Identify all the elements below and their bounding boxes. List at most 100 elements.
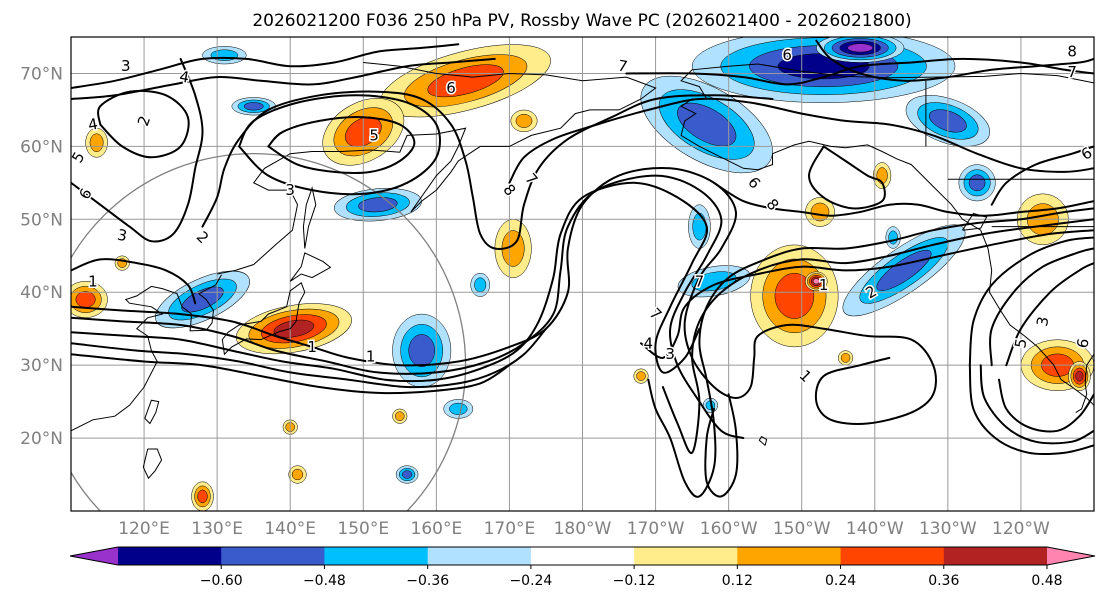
- lon-label: 130°W: [919, 519, 977, 539]
- pv-contour-line: [71, 258, 197, 305]
- pc-anomaly-32: [633, 368, 649, 384]
- pv-contours: [71, 39, 1094, 498]
- pv-contour-line: [998, 378, 1094, 433]
- colorbar-segment: [943, 547, 1048, 565]
- colorbar-tick-label: −0.36: [406, 573, 449, 589]
- pv-contour-line: [968, 364, 1094, 456]
- lon-label: 180°W: [554, 519, 612, 539]
- lon-label: 170°W: [627, 519, 685, 539]
- pc-anomaly-band: [888, 230, 898, 245]
- lon-label: 160°W: [700, 519, 758, 539]
- pc-anomaly-band: [75, 291, 96, 308]
- pv-contour-line: [97, 89, 190, 159]
- colorbar-tick-label: −0.24: [509, 573, 552, 589]
- coastline: [758, 435, 768, 446]
- pv-contour-line: [808, 145, 886, 210]
- pv-contour-line: [625, 57, 1094, 86]
- colorbar-extend-low: [70, 547, 118, 565]
- pv-contour-label: 4: [644, 334, 654, 352]
- pc-anomaly-39: [838, 350, 854, 366]
- pc-anomaly-5: [470, 272, 490, 297]
- pv-contour-line: [238, 94, 441, 196]
- colorbar-segment: [221, 547, 325, 565]
- colorbar-segment: [324, 547, 429, 565]
- lon-label: 120°W: [992, 519, 1050, 539]
- lon-label: 150°E: [337, 519, 389, 539]
- colorbar-extend-high: [1047, 547, 1095, 565]
- pv-contour-line: [71, 327, 547, 389]
- coastline: [71, 274, 222, 432]
- pc-anomaly-band: [636, 371, 646, 381]
- pv-contour-line: [1005, 262, 1094, 367]
- colorbar-tick-label: −0.60: [200, 573, 243, 589]
- pc-anomaly-band: [810, 202, 830, 222]
- pv-contour-label: 3: [285, 181, 295, 199]
- coastline: [144, 399, 160, 425]
- pc-anomaly-band: [515, 113, 533, 128]
- pc-anomaly-14: [231, 97, 276, 116]
- pv-contour-label: 6: [782, 46, 792, 64]
- coastline: [680, 63, 1094, 147]
- lat-label: 20°N: [20, 429, 63, 449]
- pv-contour-line: [713, 181, 1094, 217]
- pc-anomaly-band: [692, 212, 707, 241]
- pc-anomaly-31: [885, 226, 901, 249]
- lon-label: 140°E: [264, 519, 316, 539]
- pc-anomaly-band: [89, 133, 104, 152]
- lat-label: 40°N: [20, 283, 63, 303]
- pv-contour-line: [71, 57, 204, 243]
- colorbar-segment: [118, 547, 222, 565]
- pc-anomaly-35: [395, 465, 419, 484]
- pv-contour-label: 8: [1067, 43, 1077, 61]
- pv-contour-label: 7: [1067, 63, 1077, 81]
- lon-label: 170°E: [484, 519, 536, 539]
- pv-contour-label: 3: [121, 57, 131, 75]
- pv-contour-line: [508, 97, 1094, 184]
- map-frame: [70, 36, 1095, 512]
- pc-anomaly-band: [273, 319, 315, 338]
- pv-contour-line: [71, 353, 511, 395]
- pc-anomaly-band: [847, 43, 873, 53]
- coastline: [1075, 353, 1094, 414]
- colorbar-tick-label: 0.24: [825, 573, 856, 589]
- pc-anomaly-6: [392, 313, 452, 388]
- colorbar-tick-label: −0.12: [613, 573, 656, 589]
- pv-contour-label: 6: [446, 79, 456, 97]
- lat-label: 70°N: [20, 64, 63, 84]
- pc-anomaly-38: [392, 408, 408, 424]
- pv-contour-label: 1: [366, 347, 376, 365]
- pc-anomaly-13: [202, 46, 247, 65]
- range-ring: [71, 153, 467, 511]
- colorbar-segment: [840, 547, 945, 565]
- pc-anomaly-band: [408, 334, 435, 368]
- pv-contour-label: 1: [307, 338, 317, 356]
- pv-contour-line: [71, 181, 709, 383]
- lon-label: 130°E: [191, 519, 243, 539]
- coastline: [142, 448, 163, 480]
- pc-anomaly-20: [958, 164, 996, 202]
- pc-anomaly-12: [114, 255, 130, 271]
- pv-contour-line: [968, 236, 1094, 367]
- pv-contour-label: 3: [665, 345, 675, 363]
- pc-anomaly-2: [510, 109, 538, 133]
- pc-anomaly-band: [291, 468, 304, 481]
- colorbar-tick-label: 0.36: [928, 573, 959, 589]
- pc-anomaly-band: [840, 353, 851, 363]
- coastline: [962, 212, 988, 231]
- colorbar-tick-label: 0.12: [722, 573, 753, 589]
- pv-contour-label: 7: [695, 272, 705, 290]
- pc-anomaly-band: [181, 286, 224, 313]
- pv-contour-line: [640, 229, 1094, 359]
- pv-contour-line: [71, 174, 745, 440]
- colorbar-tick-label: 0.48: [1031, 573, 1062, 589]
- pv-contour-label: 5: [369, 126, 379, 144]
- lon-label: 120°E: [118, 519, 170, 539]
- pc-anomaly-34: [288, 465, 307, 484]
- gridlines: [71, 37, 1094, 511]
- pv-contour-label: 1: [88, 272, 98, 290]
- pc-anomaly-band: [812, 278, 820, 285]
- latitude-labels: 70°N 60°N 50°N 40°N 30°N 20°N: [20, 64, 63, 449]
- pv-contour-line: [704, 393, 739, 498]
- pc-anomaly-band: [968, 174, 986, 192]
- pc-anomaly-band: [474, 277, 487, 293]
